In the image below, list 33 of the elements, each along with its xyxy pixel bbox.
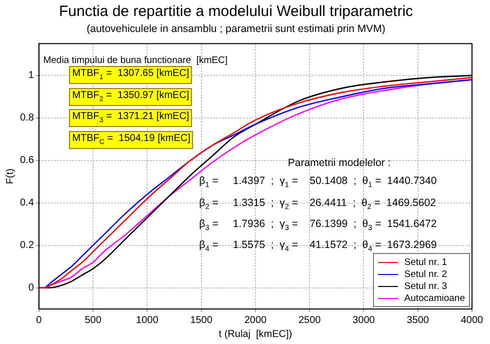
x-tick-label: 1000 [136,314,159,326]
legend-label: Setul nr. 2 [404,268,448,280]
y-tick-label: 1 [28,70,34,82]
legend-label: Autocamioane [404,292,465,304]
x-tick-label: 2000 [244,314,268,326]
annotation: MTBF$_{C}$ = 1504.19 [kmEC] [69,130,194,149]
y-tick-label: 0 [28,282,34,294]
annotation: β$_{3}$ = 1.7936 ; γ$_{3}$ = 76.1399 ; θ$_{3}$ = 1541.6472 [199,218,437,232]
chart-subtitle: (autovehiculele in ansamblu ; parametrii sunt estimati prin MVM) [86,23,386,36]
x-tick-label: 3000 [352,314,376,326]
x-tick-label: 4000 [460,314,484,326]
y-tick-label: 0.8 [20,112,34,124]
annotation: β$_{2}$ = 1.3315 ; γ$_{2}$ = 26.4411 ; θ$_{2}$ = 1469.5602 [199,196,436,211]
x-tick-label: 3500 [406,314,430,326]
x-tick-label: 0 [36,314,42,326]
y-tick-label: 0.2 [20,240,34,252]
y-tick-label: 0.4 [20,198,34,209]
annotation: Media timpului de buna functionare [kmEC] [43,54,228,66]
annotation: MTBF$_{2}$ = 1350.97 [kmEC] [69,88,192,106]
y-tick-label: 0.6 [20,155,34,166]
annotation: MTBF$_{3}$ = 1371.21 [kmEC] [69,109,192,128]
x-tick-label: 500 [84,314,102,326]
annotation: MTBF$_{1}$ = 1307.65 [kmEC] [69,66,192,84]
legend-label: Setul nr. 3 [404,280,448,292]
legend-label: Setul nr. 1 [404,256,448,268]
y-axis-title: F(t) [4,168,16,184]
annotation: β$_{1}$ = 1.4397 ; γ$_{1}$ = 50.1408 ; θ$_{1}$ = 1440.7340 [199,175,437,190]
chart-title: Functia de repartitie a modelului Weibull triparametric [58,3,414,20]
annotation: Parametrii modelelor : [288,156,391,169]
annotation: β$_{4}$ = 1.5575 ; γ$_{4}$ = 41.1572 ; θ$_{4}$ = 1673.2969 [199,238,437,254]
x-tick-label: 2500 [298,314,322,326]
x-tick-label: 1500 [190,314,213,326]
x-axis-title: t (Rulaj [kmEC]) [218,328,292,340]
